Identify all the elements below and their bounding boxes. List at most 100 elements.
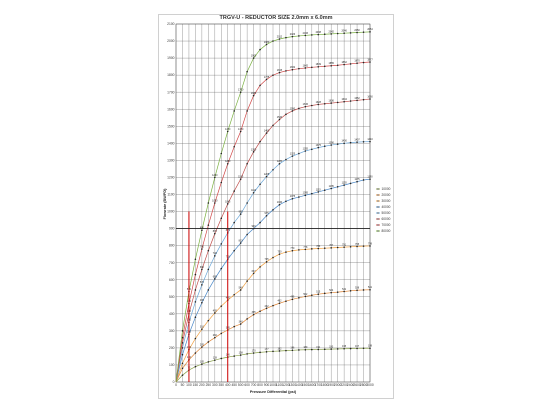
data-point — [252, 352, 255, 354]
y-tick-label: 1300 — [167, 158, 175, 162]
x-tick-label: 800 — [257, 383, 263, 387]
data-point — [304, 194, 307, 197]
data-point — [369, 245, 371, 247]
data-point — [207, 341, 210, 343]
data-point — [323, 33, 326, 36]
data-point — [252, 151, 255, 153]
data-label: 1590 — [290, 107, 296, 110]
data-label: 1900 — [251, 54, 257, 57]
data-label: 191 — [316, 346, 321, 349]
legend-entry: 20000 — [382, 193, 391, 197]
data-label: 1355 — [303, 147, 309, 150]
data-label: 340 — [239, 320, 244, 323]
data-point — [239, 354, 242, 356]
data-label: 1045 — [225, 200, 231, 203]
x-tick-label: 900 — [264, 383, 270, 387]
y-tick-label: 1100 — [167, 193, 174, 197]
y-tick-label: 1200 — [167, 176, 175, 180]
data-point — [311, 248, 313, 250]
y-tick-label: 1000 — [167, 210, 175, 214]
data-point — [362, 289, 365, 291]
data-point — [181, 336, 184, 339]
data-point — [285, 36, 287, 39]
data-point — [220, 332, 223, 335]
data-point — [265, 175, 268, 178]
data-point — [207, 268, 210, 271]
data-point — [201, 284, 203, 286]
data-point — [259, 183, 261, 186]
data-label: 570 — [200, 281, 205, 284]
data-point — [246, 110, 248, 112]
data-label: 105 — [200, 361, 205, 364]
data-label: 1390 — [329, 141, 335, 144]
data-label: 660 — [200, 266, 205, 269]
data-point — [233, 221, 235, 224]
data-point — [317, 146, 320, 149]
data-point — [272, 256, 274, 259]
data-point — [291, 155, 294, 157]
data-point — [272, 209, 274, 211]
data-point — [362, 31, 365, 33]
data-point — [298, 107, 300, 110]
data-point — [343, 184, 345, 186]
x-tick-label: 200 — [199, 383, 205, 387]
data-point — [298, 196, 300, 198]
data-label: 1700 — [238, 89, 244, 92]
data-label: 1628 — [316, 101, 322, 104]
data-point — [311, 104, 313, 107]
data-label: 1075 — [290, 195, 296, 198]
data-label: 198 — [368, 345, 373, 348]
x-tick-label: 0 — [175, 383, 177, 387]
data-label: 975 — [265, 212, 270, 215]
data-point — [343, 142, 345, 145]
data-point — [194, 365, 197, 368]
data-label: 395 — [252, 311, 257, 314]
data-label: 515 — [316, 291, 321, 294]
data-point — [265, 307, 268, 310]
data-label: 310 — [200, 326, 205, 329]
data-point — [291, 249, 294, 252]
legend-entry: 50000 — [382, 211, 391, 215]
data-point — [259, 221, 261, 224]
data-point — [194, 316, 197, 319]
data-label: 170 — [252, 349, 257, 352]
data-point — [194, 301, 197, 303]
data-label: 195 — [342, 345, 347, 348]
data-point — [239, 242, 242, 244]
data-label: 1280 — [225, 160, 231, 163]
data-point — [239, 289, 242, 291]
data-point — [272, 74, 274, 76]
data-point — [311, 294, 313, 297]
data-point — [214, 232, 216, 235]
data-point — [356, 62, 358, 65]
data-point — [233, 325, 235, 328]
data-point — [259, 310, 261, 313]
data-label: 2050 — [354, 29, 360, 32]
data-label: 1644 — [341, 98, 347, 101]
data-point — [272, 124, 274, 127]
data-point — [220, 152, 223, 155]
data-point — [246, 162, 248, 165]
data-label: 1375 — [316, 144, 322, 147]
data-point — [207, 361, 210, 363]
data-point — [298, 249, 300, 251]
data-point — [233, 293, 235, 296]
data-point — [349, 63, 352, 65]
x-tick-label: 300 — [212, 383, 218, 387]
x-tick-label: 3000 — [366, 383, 374, 387]
data-point — [343, 290, 345, 293]
reference-lines — [176, 211, 370, 382]
data-point — [304, 248, 307, 251]
data-label: 1615 — [303, 103, 309, 106]
data-point — [304, 105, 307, 108]
data-label: 1636 — [329, 100, 335, 103]
data-label: 1540 — [277, 116, 283, 119]
data-label: 1815 — [277, 69, 283, 72]
legend-marker — [377, 218, 379, 220]
data-point — [356, 347, 358, 350]
x-tick-label: 100 — [186, 383, 192, 387]
data-point — [252, 94, 255, 97]
data-point — [343, 100, 345, 103]
y-tick-label: 1900 — [167, 56, 175, 60]
x-tick-label: 700 — [251, 383, 257, 387]
